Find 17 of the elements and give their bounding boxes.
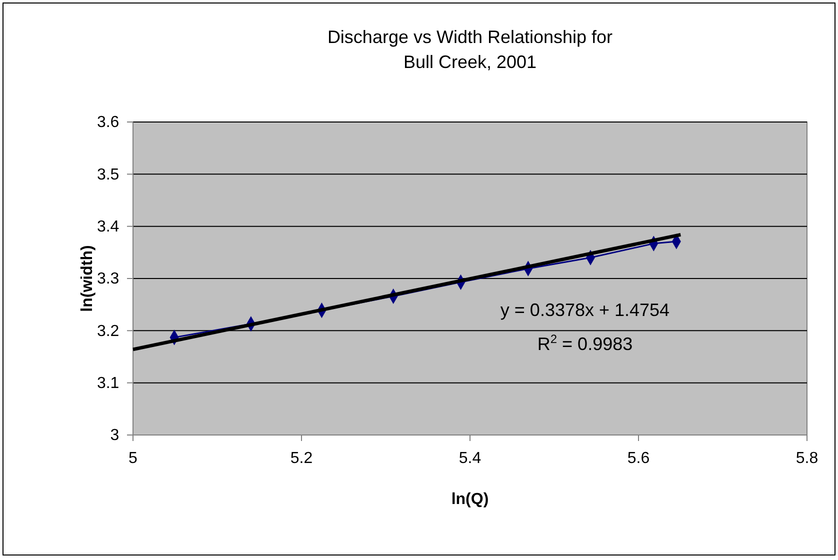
y-tick-label: 3.6 — [96, 114, 120, 132]
chart-title: Discharge vs Width Relationship for Bull Creek, 2001 — [327, 27, 613, 72]
annotation: R$^{2}$ = 0.9983 — [537, 332, 633, 354]
x-tick-label: 5.2 — [290, 450, 313, 468]
x-tick-label: 5 — [128, 450, 138, 468]
y-axis-title: ln(width) — [79, 245, 96, 312]
annotation: y = 0.3378x + 1.4754 — [500, 300, 670, 320]
x-tick-label: 5.8 — [796, 450, 818, 468]
x-tick-label: 5.4 — [458, 450, 482, 468]
y-tick-label: 3.4 — [96, 218, 120, 236]
y-tick-label: 3.1 — [96, 374, 120, 392]
y-tick-label: 3 — [110, 427, 120, 444]
y-tick-label: 3.5 — [96, 166, 120, 184]
x-tick-label: 5.6 — [627, 450, 650, 468]
y-tick-label: 3.2 — [96, 322, 120, 340]
y-tick-label: 3.3 — [96, 270, 120, 288]
x-axis-title: ln(Q) — [451, 491, 489, 508]
